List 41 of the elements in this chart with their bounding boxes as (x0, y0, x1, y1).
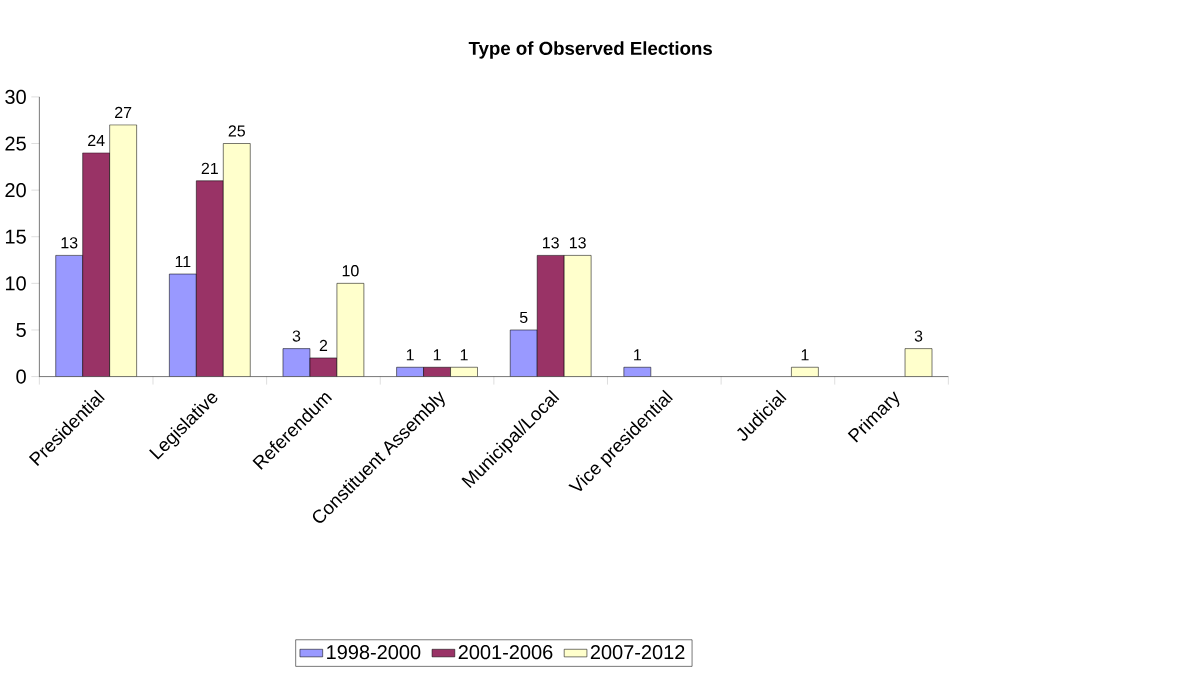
bar (564, 255, 592, 377)
data-label: 5 (519, 311, 528, 323)
data-label: 27 (115, 106, 132, 118)
data-label: 2 (319, 339, 328, 351)
data-label: 1 (801, 349, 809, 361)
data-label: 10 (342, 265, 359, 277)
bar (109, 124, 137, 377)
data-label: 1 (634, 349, 641, 361)
data-label: 13 (61, 237, 78, 249)
y-tick-label: 15 (5, 229, 26, 244)
data-label: 3 (914, 330, 923, 342)
y-tick-label: 25 (5, 136, 26, 151)
data-label: 1 (406, 349, 414, 361)
legend-label: 1998-2000 (327, 644, 421, 660)
data-label: 13 (543, 237, 559, 249)
bar (169, 273, 197, 377)
data-label: 21 (201, 162, 218, 174)
bar (223, 143, 251, 377)
bar (282, 348, 310, 377)
bar (82, 152, 110, 377)
data-label: 11 (175, 256, 191, 267)
bar (904, 348, 933, 377)
bar (55, 255, 83, 377)
y-tick-label: 0 (16, 369, 26, 384)
bar (510, 329, 538, 377)
data-label: 3 (292, 330, 301, 342)
bar (196, 180, 224, 377)
data-label: 1 (433, 349, 441, 361)
data-label: 25 (228, 125, 245, 137)
chart-title: Type of Observed Elections (468, 41, 712, 59)
data-label: 24 (88, 134, 105, 146)
legend-label: 2007-2012 (590, 644, 685, 660)
y-tick-label: 5 (16, 322, 26, 337)
y-tick-label: 30 (5, 89, 26, 104)
legend-label: 2001-2006 (458, 644, 553, 660)
y-tick-label: 10 (5, 276, 26, 291)
y-tick-label: 20 (5, 182, 26, 198)
bar (536, 255, 565, 377)
data-label: 1 (460, 349, 468, 361)
bar (336, 283, 364, 377)
data-label: 13 (569, 237, 586, 249)
